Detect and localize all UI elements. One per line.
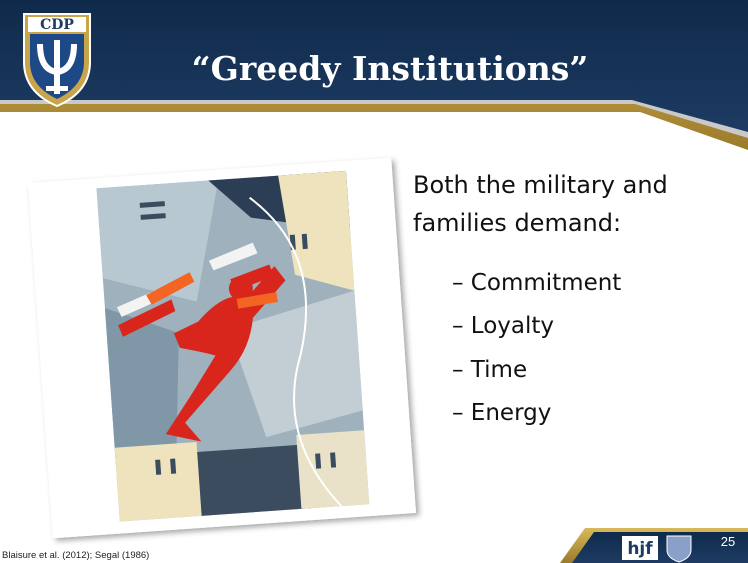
bullet: – Loyalty — [452, 313, 554, 339]
logo-text: CDP — [40, 17, 74, 33]
brand-shield — [667, 536, 691, 562]
page-number: 25 — [721, 534, 735, 549]
bullet: – Energy — [452, 400, 551, 426]
bullet: – Commitment — [452, 270, 621, 296]
slide-title: “Greedy Institutions” — [192, 49, 589, 88]
brand-text: hjf — [627, 539, 653, 559]
illustration — [28, 158, 416, 539]
intro-line: Both the military and — [413, 171, 668, 199]
bullet: – Time — [452, 357, 527, 383]
intro-line: families demand: — [413, 209, 621, 237]
slide: CDP “Greedy Institutions” Both the milit… — [0, 0, 748, 563]
citation: Blaisure et al. (2012); Segal (1986) — [2, 550, 149, 561]
slide-canvas: CDP “Greedy Institutions” Both the milit… — [0, 0, 748, 563]
